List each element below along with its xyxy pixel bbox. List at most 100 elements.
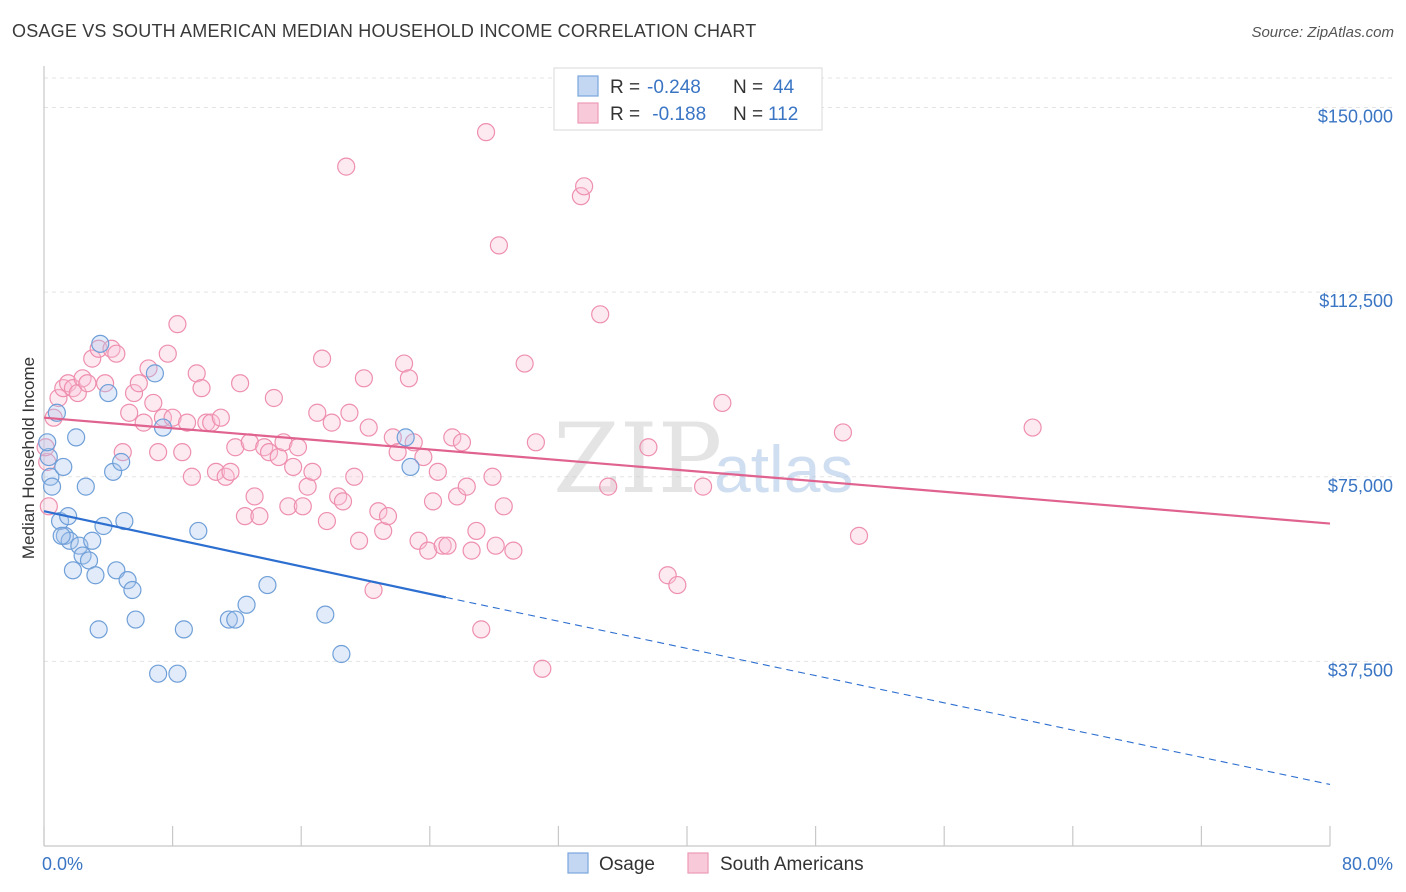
osage-point-29 (149, 664, 168, 683)
south-americans-point-102 (658, 566, 677, 585)
south-americans-point-65 (359, 418, 378, 437)
south-americans-point-105 (713, 393, 732, 413)
series-south-americans (36, 123, 1042, 678)
south-americans-point-24 (158, 344, 177, 363)
south-americans-point-43 (250, 507, 269, 526)
south-americans-point-77 (419, 541, 438, 560)
south-americans-point-111 (486, 536, 505, 555)
osage-point-38 (316, 605, 335, 624)
south-americans-point-54 (303, 462, 322, 481)
south-americans-point-61 (340, 403, 359, 422)
osage-point-33 (189, 521, 208, 541)
osage-point-17 (89, 620, 108, 639)
legend-n-value-osage: 44 (773, 77, 795, 98)
south-americans-point-63 (349, 531, 369, 550)
osage-point-36 (237, 595, 256, 614)
south-americans-point-73 (399, 369, 419, 388)
south-americans-point-84 (452, 433, 472, 452)
legend-swatch-osage (577, 75, 599, 97)
south-americans-point-95 (526, 433, 545, 452)
legend-r-label-south-americans: R = (610, 104, 640, 125)
legend-n-value-south-americans: 112 (768, 104, 798, 125)
south-americans-point-98 (575, 177, 594, 196)
source-label: Source: ZipAtlas.com (1251, 24, 1394, 41)
osage-point-34 (219, 610, 238, 629)
osage-point-5 (54, 457, 73, 477)
south-americans-point-10 (83, 349, 102, 368)
osage-point-9 (63, 561, 83, 580)
south-americans-point-57 (317, 511, 337, 531)
south-americans-point-12 (95, 374, 115, 393)
series-osage (38, 334, 420, 683)
south-americans-point-89 (476, 123, 496, 142)
watermark: ZIP atlas (553, 403, 853, 515)
bottom-legend-swatch-south-americans (687, 852, 709, 874)
legend-r-label-osage: R = (610, 77, 640, 98)
south-americans-point-14 (107, 344, 126, 363)
south-americans-point-83 (448, 487, 467, 506)
trend-line-osage-extension (445, 596, 1331, 785)
osage-point-41 (401, 457, 420, 477)
south-americans-point-28 (177, 413, 197, 432)
south-americans-point-93 (504, 541, 523, 560)
y-tick-label-3: $150,000 (1318, 107, 1393, 127)
chart-title: OSAGE VS SOUTH AMERICAN MEDIAN HOUSEHOLD… (12, 21, 757, 41)
osage-point-23 (112, 452, 131, 472)
osage-point-18 (91, 334, 110, 353)
trend-lines (43, 416, 1331, 785)
legend-n-label-osage: N = (733, 77, 763, 98)
south-americans-point-16 (120, 403, 139, 422)
x-tick-label-min: 0.0% (42, 854, 83, 874)
south-americans-point-64 (354, 369, 373, 388)
south-americans-point-3 (49, 388, 68, 408)
south-americans-point-17 (124, 383, 144, 403)
south-americans-point-51 (288, 438, 308, 457)
osage-point-15 (83, 531, 102, 550)
south-americans-point-75 (409, 531, 428, 550)
south-americans-point-109 (337, 157, 356, 176)
y-tick-labels: $37,500 $75,000 $112,500 $150,000 (1318, 107, 1393, 681)
south-americans-point-49 (279, 497, 298, 516)
osage-point-32 (174, 620, 193, 639)
south-americans-point-104 (693, 477, 713, 496)
south-americans-point-56 (312, 349, 332, 368)
osage-point-26 (123, 580, 142, 600)
south-americans-point-108 (1023, 418, 1042, 437)
south-americans-point-26 (168, 315, 187, 334)
osage-point-43 (52, 526, 71, 545)
south-americans-point-25 (163, 408, 182, 427)
osage-point-37 (258, 575, 277, 595)
osage-point-20 (99, 383, 118, 403)
south-americans-point-85 (457, 477, 476, 496)
osage-point-16 (86, 566, 105, 585)
osage-point-0 (39, 447, 58, 467)
south-americans-point-38 (226, 438, 245, 457)
legend-r-value-osage: -0.248 (647, 77, 701, 98)
south-americans-point-21 (144, 393, 163, 413)
south-americans-point-19 (134, 413, 153, 432)
south-americans-point-40 (235, 507, 255, 526)
south-americans-point-86 (462, 541, 481, 560)
y-tick-label-1: $75,000 (1328, 476, 1393, 496)
south-americans-point-88 (472, 620, 491, 639)
osage-point-2 (42, 477, 62, 496)
south-americans-point-96 (533, 659, 552, 678)
legend-r-value-south-americans: -0.188 (647, 104, 706, 125)
south-americans-point-23 (153, 408, 173, 427)
y-tick-label-0: $37,500 (1328, 660, 1393, 680)
south-americans-point-107 (849, 526, 869, 545)
south-americans-point-79 (428, 462, 447, 481)
south-americans-point-37 (221, 462, 240, 481)
bottom-legend-label-osage: Osage (599, 854, 655, 875)
south-americans-point-92 (494, 497, 513, 516)
south-americans-point-39 (231, 374, 250, 393)
south-americans-point-80 (433, 536, 452, 555)
osage-point-28 (145, 364, 165, 383)
south-americans-point-91 (489, 236, 509, 255)
y-tick-label-2: $112,500 (1319, 291, 1393, 311)
south-americans-point-62 (345, 467, 364, 486)
south-americans-point-18 (129, 374, 148, 393)
stats-legend: R = -0.248 N = 44 R = -0.188 N = 112 (553, 67, 823, 131)
south-americans-point-82 (443, 428, 462, 447)
